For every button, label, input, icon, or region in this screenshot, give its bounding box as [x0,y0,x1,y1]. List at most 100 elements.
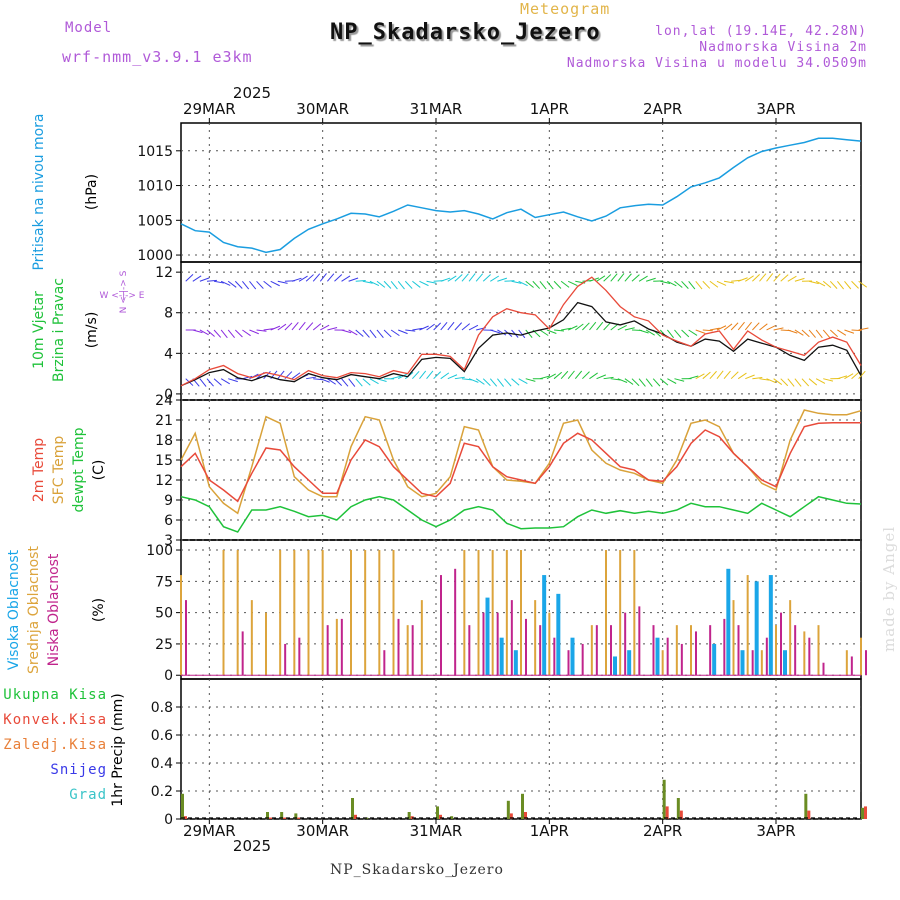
wind-barb [596,275,606,282]
wind-barb [426,370,434,380]
wind-barb [780,274,789,282]
wind-barb [433,371,442,380]
wind-axis-label-1: 10m Vjetar [31,291,47,369]
wind-barb [397,280,405,290]
wind-barb [596,321,604,331]
cloud-bar-srednja [420,600,423,676]
wind-barb [327,378,336,385]
wind-barb [291,372,301,380]
legend-ukupna-kisa: Ukupna Kisa [3,687,107,703]
precip-unit-label: 1hr Precip (mm) [110,693,126,806]
precip-bar-ukupna [521,793,524,819]
wind-barb [482,378,491,387]
cloud-bar-niska [638,606,641,676]
cloud-bar-srednja [690,625,692,676]
cloud-bar-srednja [293,550,296,676]
wind-barb [617,378,628,383]
wind-barb [815,378,826,384]
sfc-temp-axis-label: SFC Temp [51,436,67,505]
ytick-label-wind-8: 8 [164,306,173,322]
cloud-bar-srednja [619,550,622,676]
precip-bar-konvek [524,812,527,819]
wind-barb [681,329,690,338]
top-date-label-3APR: 3APR [756,100,795,118]
wind-barb [475,378,485,385]
ytick-label-wind-0: 0 [164,387,173,403]
dewpoint-line [180,495,862,533]
wind-barb [780,378,789,387]
cloud-bar-visoka [712,643,717,676]
cloud-bar-niska [680,643,683,676]
wind-barb [773,378,783,385]
wind-barb [752,377,763,380]
wind-barb [518,280,528,287]
wind-barb [844,280,852,290]
wind-barb [312,323,322,331]
wind-barb [836,280,845,290]
precip-bar-konvek [679,810,683,819]
wind-barb [390,329,400,337]
model-label: Model [65,20,113,36]
wind-barb [461,273,469,282]
precip-bar-ukupna [294,813,298,819]
wind-barb [546,329,557,334]
precip-bar-ukupna [450,816,454,819]
wind-barb [376,280,386,288]
ytick-label-temperature-24: 24 [155,393,173,409]
wind-barb [454,274,463,282]
wind-barb [561,327,572,331]
precip-bar-ukupna [181,793,184,819]
temp-unit-label: (C) [91,460,107,481]
cloud-bar-srednja [463,550,466,676]
wind-compass-we: W <-|-> E [100,291,145,301]
wind-barb [206,329,215,337]
cloud-bar-srednja [817,625,820,676]
cloud-bar-niska [510,600,513,676]
wind-barb [688,280,696,290]
precip-bar-ukupna [280,812,284,819]
precip-bar-ukupna [506,800,510,819]
wind-barb [355,378,363,387]
wind-barb [638,329,649,334]
wind-barb [815,280,826,287]
wind-barb [440,321,448,331]
cloud-bar-niska [411,625,414,676]
cloud-bar-niska [440,575,442,676]
cloud-bar-niska [695,631,697,676]
wind-barb [447,374,458,380]
wind-barb [822,280,832,289]
wind-barb [277,280,288,284]
wind-barb [277,323,287,331]
wind-barb [419,325,429,331]
cloud-bar-niska [340,618,343,676]
cloud-bar-srednja [364,550,367,676]
wind-barb [525,329,533,338]
wind-barb [489,378,498,387]
wind-barb [355,329,364,337]
cloud-bar-srednja [675,625,678,676]
wind-axis-label-2: Brzina i Pravac [51,278,67,382]
cloud-bar-srednja [321,550,324,676]
ytick-label-temperature-18: 18 [155,433,173,449]
cloud-high-axis-label: Visoka Oblacnost [6,549,22,670]
wind-barb [355,280,366,282]
wind-barb [362,378,371,386]
wind-barb [341,275,351,282]
wind-barb [419,370,427,380]
ytick-label-temperature-6: 6 [164,513,173,529]
wind-barb [482,274,491,282]
cloud-bar-visoka [740,650,745,676]
cloud-bar-srednja [520,550,522,676]
cloud-bar-niska [794,625,797,676]
precip-bar-konvek [864,806,867,819]
cloud-bar-niska [284,643,287,676]
cloud-bar-niska [581,643,584,676]
wind-barb [454,322,463,331]
wind-barb [709,280,719,288]
cloud-bar-srednja [803,631,806,676]
wind-barb [837,375,848,380]
wind-barb [227,280,237,288]
wind-barb [716,370,724,380]
pressure-unit-label: (hPa) [84,174,100,210]
wind-barb [822,329,831,338]
